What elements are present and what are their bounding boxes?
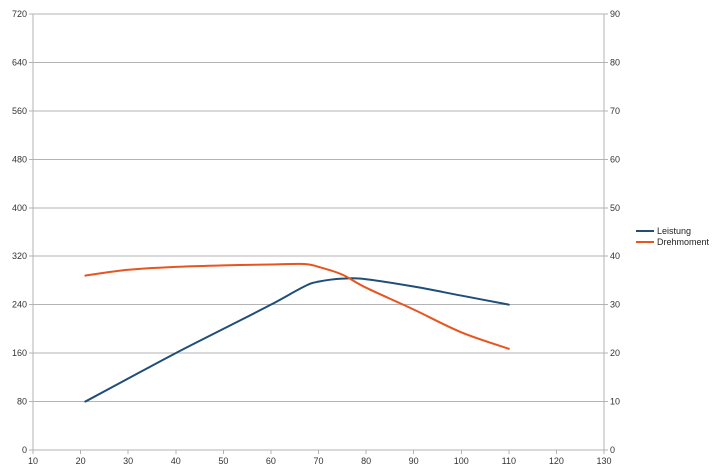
x-tick-label: 50 (218, 456, 228, 466)
y-tick-label: 400 (12, 203, 27, 213)
x-axis-ticks: 10 20 30 40 50 60 70 80 90 100 110 120 130 (28, 450, 612, 466)
y2-tick-label: 0 (610, 445, 615, 455)
y2-tick-label: 60 (610, 154, 620, 164)
y-tick-label: 480 (12, 154, 27, 164)
y-tick-label: 80 (17, 397, 27, 407)
x-tick-label: 30 (123, 456, 133, 466)
x-tick-label: 80 (361, 456, 371, 466)
x-tick-label: 110 (502, 456, 516, 466)
y-tick-label: 720 (12, 9, 27, 19)
gridlines (32, 13, 605, 451)
y2-tick-label: 40 (610, 251, 620, 261)
y2-tick-label: 70 (610, 106, 620, 116)
x-tick-label: 10 (28, 456, 38, 466)
y2-tick-label: 80 (610, 57, 620, 67)
legend-label: Drehmoment (657, 237, 710, 247)
y2-tick-label: 20 (610, 348, 620, 358)
x-tick-label: 60 (266, 456, 276, 466)
series-lines (84, 262, 510, 403)
y-tick-label: 560 (12, 106, 27, 116)
y-axis-right-ticks: 0 10 20 30 40 50 60 70 80 90 (604, 9, 620, 455)
y2-tick-label: 50 (610, 203, 620, 213)
y-tick-label: 640 (12, 57, 27, 67)
x-tick-label: 40 (171, 456, 181, 466)
x-tick-label: 100 (454, 456, 469, 466)
legend-label: Leistung (657, 226, 691, 236)
series-line-leistung (84, 277, 510, 403)
series-line-drehmoment (84, 262, 510, 350)
y-tick-label: 0 (22, 445, 27, 455)
y-tick-label: 320 (12, 251, 27, 261)
y2-tick-label: 30 (610, 300, 620, 310)
x-tick-label: 70 (313, 456, 323, 466)
y-tick-label: 160 (12, 348, 27, 358)
y-tick-label: 240 (12, 300, 27, 310)
y-axis-left-ticks: 0 80 160 240 320 400 480 560 640 720 (12, 9, 33, 455)
x-tick-label: 20 (76, 456, 86, 466)
x-tick-label: 90 (409, 456, 419, 466)
y2-tick-label: 90 (610, 9, 620, 19)
y2-tick-label: 10 (610, 397, 620, 407)
x-tick-label: 130 (596, 456, 611, 466)
x-tick-label: 120 (549, 456, 564, 466)
